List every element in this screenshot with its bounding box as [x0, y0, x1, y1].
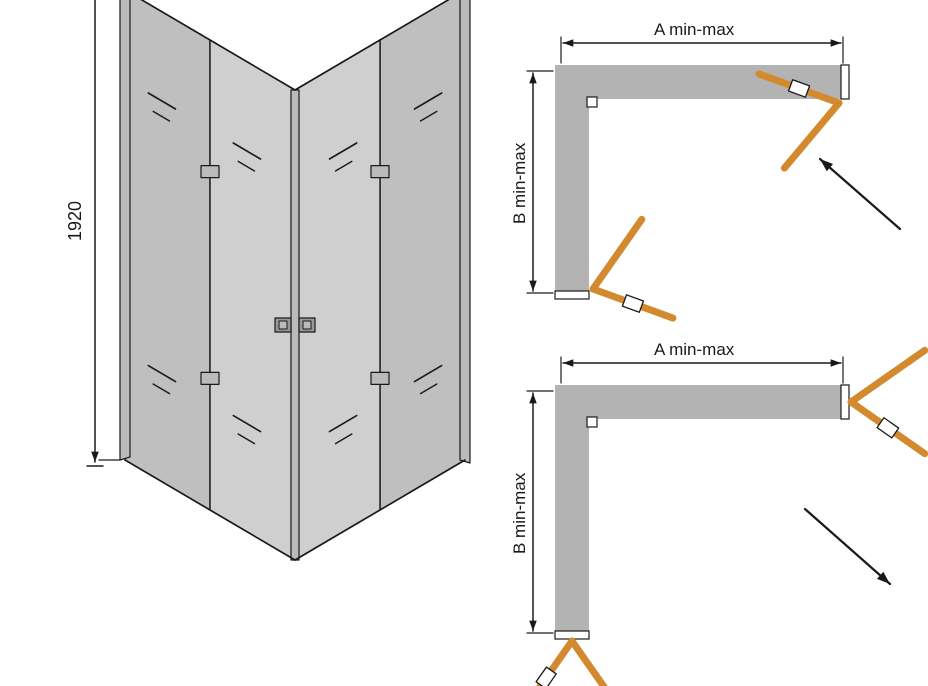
plan-view-top: A min-max B min-max — [510, 20, 900, 318]
dim-b-label-bottom: B min-max — [510, 472, 529, 554]
isometric-view: 1920 — [65, 0, 470, 560]
height-dimension-label: 1920 — [65, 201, 85, 241]
dim-b-label-top: B min-max — [510, 142, 529, 224]
dim-a-label-top: A min-max — [654, 20, 735, 39]
plan-view-bottom: A min-max B min-max — [510, 340, 925, 686]
dim-a-label-bottom: A min-max — [654, 340, 735, 359]
